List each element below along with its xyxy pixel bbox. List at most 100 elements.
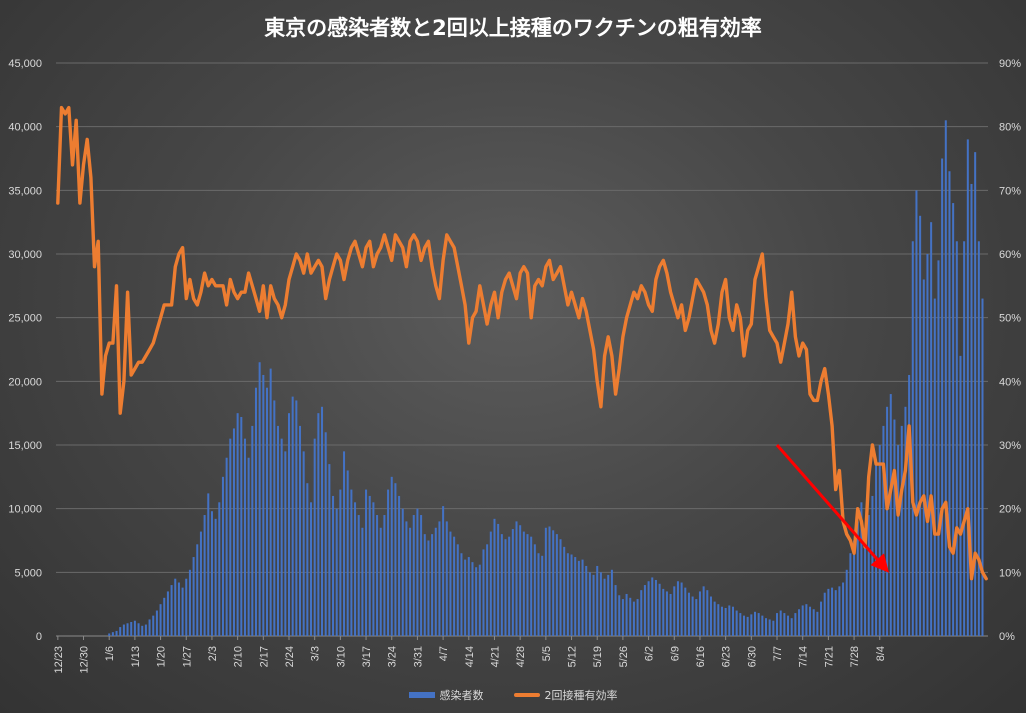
bar [464, 559, 467, 636]
bar [541, 555, 544, 636]
bar [882, 425, 885, 636]
bar [610, 569, 613, 636]
bar [739, 613, 742, 636]
bar [357, 515, 360, 636]
bar [460, 553, 463, 636]
bar [632, 601, 635, 636]
bar [966, 139, 969, 636]
bar [640, 590, 643, 636]
bar [900, 425, 903, 636]
bar [423, 534, 426, 636]
bar [709, 596, 712, 636]
bar [893, 419, 896, 636]
bar [416, 508, 419, 636]
bar [350, 489, 353, 636]
bar [530, 536, 533, 636]
x-tick-label: 6/30 [746, 646, 758, 667]
bar [827, 588, 830, 636]
bar [346, 470, 349, 636]
bar [133, 620, 136, 636]
x-tick-label: 6/2 [644, 646, 656, 661]
x-axis: 12/23 12/30 1/6 1/13 1/20 1/27 2/3 2/10 2/17 2/24… [53, 636, 887, 674]
bar [210, 511, 213, 636]
bar [658, 583, 661, 636]
bar [225, 457, 228, 636]
x-tick-label: 3/3 [310, 646, 322, 661]
bar [313, 438, 316, 636]
bar [284, 451, 287, 636]
bar [522, 531, 525, 636]
bar [445, 521, 448, 636]
bar [908, 374, 911, 636]
bar [871, 495, 874, 636]
bar [291, 396, 294, 636]
bar [302, 451, 305, 636]
bar [365, 489, 368, 636]
legend-swatch-efficacy [513, 693, 540, 697]
x-tick-label: 6/9 [669, 646, 681, 661]
bar [845, 569, 848, 636]
bar [875, 464, 878, 636]
bar [691, 596, 694, 636]
bar [897, 445, 900, 636]
bar [170, 585, 173, 636]
trend-annotation [775, 444, 890, 573]
y-axis-right: 0% 10% 20% 30% 40% 50% 60% 70% 80% 90% [999, 58, 1021, 643]
gridlines [56, 62, 988, 637]
bar [886, 406, 889, 636]
bar [702, 586, 705, 636]
bar [287, 413, 291, 636]
y2-tick-label: 80% [999, 122, 1021, 134]
bar [849, 553, 852, 636]
bar [948, 171, 951, 636]
bar [889, 394, 892, 636]
bar [706, 590, 709, 636]
bar [130, 621, 133, 636]
x-tick-label: 3/17 [361, 646, 373, 667]
bar [218, 502, 221, 636]
bar [137, 623, 140, 636]
bar [794, 613, 797, 636]
bar [453, 536, 456, 636]
bar [860, 502, 863, 636]
bar [203, 515, 206, 636]
bar [295, 400, 298, 636]
x-tick-label: 7/7 [772, 646, 784, 661]
bar [717, 604, 720, 636]
bar [254, 387, 257, 636]
bar [144, 624, 147, 636]
bar [878, 445, 881, 636]
bar [618, 595, 621, 636]
bar [673, 586, 676, 636]
bar [790, 618, 793, 636]
bar [842, 582, 845, 636]
bar [515, 521, 518, 636]
bar [636, 599, 639, 636]
x-tick-label: 1/6 [104, 646, 116, 661]
x-tick-label: 8/4 [875, 646, 887, 661]
bar [944, 120, 947, 637]
bar [911, 241, 914, 636]
bar [511, 529, 514, 636]
bar [221, 476, 224, 636]
x-tick-label: 6/16 [695, 646, 707, 667]
bar [607, 574, 610, 636]
bar [276, 425, 280, 636]
bar [152, 615, 155, 636]
bar [761, 615, 764, 636]
y2-tick-label: 0% [999, 631, 1015, 643]
bar [379, 527, 382, 636]
bar [482, 549, 485, 636]
bar [372, 502, 375, 636]
bar [805, 604, 808, 636]
bar [955, 241, 958, 636]
x-tick-label: 2/24 [284, 646, 296, 667]
x-tick-label: 3/24 [387, 646, 399, 667]
bar [335, 508, 338, 636]
legend-swatch-cases [408, 692, 435, 698]
bar [475, 567, 478, 636]
legend-item-efficacy: 2回接種有効率 [513, 687, 618, 703]
bar [467, 557, 470, 636]
bar [332, 495, 335, 636]
bar [577, 560, 580, 636]
